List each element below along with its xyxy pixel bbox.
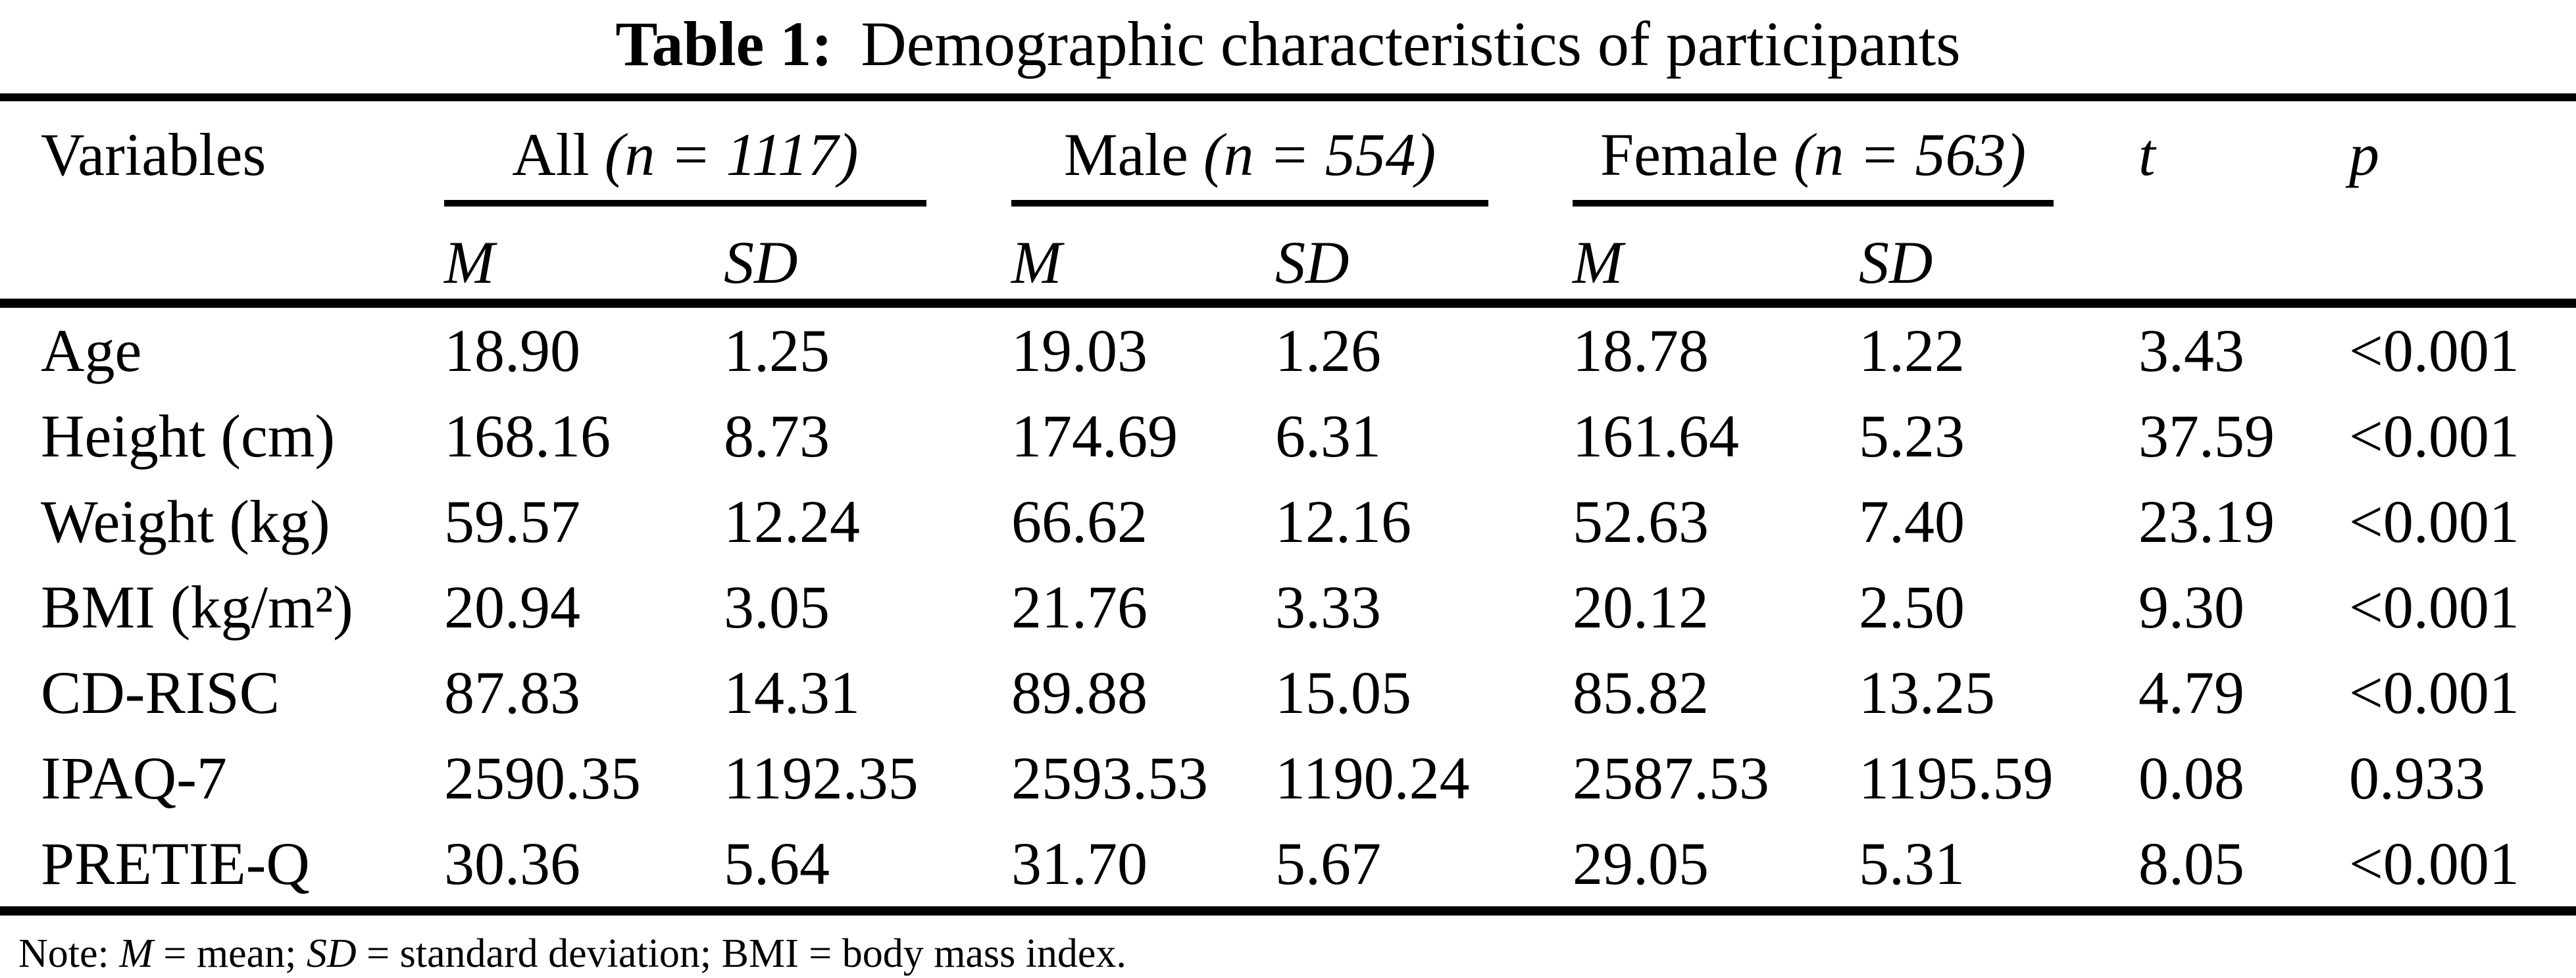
cell-value: 18.78 [1573, 317, 1709, 384]
header-row-groups: Variables All (n = 1117) Male (n = 554) Fe… [0, 97, 2576, 308]
group-underline-male: Male (n = 554) [1011, 121, 1489, 207]
cell-value: <0.001 [2349, 574, 2519, 641]
cell-value: 4.79 [2138, 659, 2245, 726]
cell-value: 1195.59 [1859, 745, 2054, 812]
subheader-all-m: M [444, 207, 724, 308]
cell-value: 5.23 [1859, 403, 1965, 470]
group-underline-female: Female (n = 563) [1573, 122, 2054, 207]
cell-value: <0.001 [2349, 821, 2576, 916]
n-count-male: (n = 554) [1203, 121, 1436, 188]
table-title: Table 1: Demographic characteristics of p… [0, 0, 2576, 80]
col-header-p: p [2349, 97, 2576, 308]
cell-value: 168.16 [444, 403, 611, 470]
note-m-symbol: M [119, 931, 153, 976]
table-row: BMI (kg/m²) 20.94 3.05 21.76 3.33 20.12 … [0, 564, 2576, 650]
cell-value: 5.31 [1859, 821, 2139, 916]
cell-value: 29.05 [1573, 821, 1859, 916]
table-row: IPAQ-7 2590.35 1192.35 2593.53 1190.24 2… [0, 735, 2576, 821]
header-row-stats: M SD M SD M SD [0, 207, 2576, 308]
cell-value: 2593.53 [1011, 745, 1209, 812]
subheader-all-sd: SD [724, 207, 1012, 308]
cell-value: 1190.24 [1275, 745, 1470, 812]
cell-value: 3.33 [1275, 574, 1382, 641]
cell-value: <0.001 [2349, 659, 2519, 726]
cell-value: 9.30 [2138, 574, 2245, 641]
cell-value: 5.64 [724, 821, 1012, 916]
cell-value: 12.16 [1275, 488, 1412, 555]
group-underline-all: All (n = 1117) [444, 122, 926, 207]
cell-variable: Height (cm) [41, 403, 336, 470]
table-note: Note: M = mean; SD = standard deviation;… [18, 931, 1126, 976]
cell-value: 8.05 [2138, 821, 2350, 916]
cell-value: 2.50 [1859, 574, 1965, 641]
col-header-t: t [2138, 97, 2350, 308]
cell-value: 87.83 [444, 659, 580, 726]
cell-value: 20.12 [1573, 574, 1709, 641]
table-title-text: Demographic characteristics of participa… [861, 9, 1961, 79]
cell-value: 30.36 [444, 821, 724, 916]
cell-value: 13.25 [1859, 659, 1996, 726]
cell-value: 31.70 [1011, 821, 1276, 916]
cell-value: 2590.35 [444, 745, 641, 812]
cell-value: 85.82 [1573, 659, 1709, 726]
cell-value: <0.001 [2349, 317, 2519, 384]
cell-value: 5.67 [1275, 821, 1573, 916]
cell-value: 52.63 [1573, 488, 1709, 555]
cell-value: 7.40 [1859, 488, 1965, 555]
subheader-male-sd: SD [1275, 207, 1573, 308]
cell-value: 0.933 [2349, 745, 2486, 812]
cell-value: 1.26 [1275, 317, 1382, 384]
table-row: Height (cm) 168.16 8.73 174.69 6.31 161.… [0, 393, 2576, 479]
demographics-table: Variables All (n = 1117) Male (n = 554) Fe… [0, 93, 2576, 916]
cell-value: 19.03 [1011, 317, 1148, 384]
group-header-all: All (n = 1117) [444, 97, 1011, 207]
table-row: Age 18.90 1.25 19.03 1.26 18.78 1.22 3.4… [0, 303, 2576, 393]
cell-value: 174.69 [1011, 403, 1178, 470]
cell-value: 89.88 [1011, 659, 1148, 726]
cell-value: 14.31 [724, 659, 860, 726]
cell-variable: Weight (kg) [41, 488, 330, 555]
table-row: PRETIE-Q 30.36 5.64 31.70 5.67 29.05 5.3… [0, 821, 2576, 916]
cell-value: 0.08 [2138, 745, 2245, 812]
cell-value: <0.001 [2349, 488, 2519, 555]
subheader-female-m: M [1573, 207, 1859, 308]
cell-value: 1.25 [724, 317, 830, 384]
cell-value: 161.64 [1573, 403, 1740, 470]
cell-value: 2587.53 [1573, 745, 1770, 812]
cell-variable: PRETIE-Q [0, 821, 444, 916]
cell-value: 1192.35 [724, 745, 919, 812]
cell-value: 37.59 [2138, 403, 2275, 470]
group-header-male: Male (n = 554) [1011, 97, 1573, 207]
table-title-label: Table 1: [615, 9, 833, 79]
subheader-female-sd: SD [1859, 207, 2139, 308]
cell-value: 6.31 [1275, 403, 1382, 470]
cell-value: 1.22 [1859, 317, 1965, 384]
n-count-female: (n = 563) [1793, 121, 2027, 188]
cell-variable: BMI (kg/m²) [41, 574, 353, 641]
cell-variable: Age [41, 317, 142, 384]
cell-value: 66.62 [1011, 488, 1148, 555]
cell-value: 3.43 [2138, 317, 2245, 384]
table-row: CD-RISC 87.83 14.31 89.88 15.05 85.82 13… [0, 650, 2576, 735]
cell-value: 20.94 [444, 574, 580, 641]
col-header-variables: Variables [0, 97, 444, 308]
cell-value: 59.57 [444, 488, 580, 555]
subheader-male-m: M [1011, 207, 1276, 308]
table-row: Weight (kg) 59.57 12.24 66.62 12.16 52.6… [0, 479, 2576, 564]
note-prefix: Note: [18, 931, 120, 976]
cell-value: 18.90 [444, 317, 580, 384]
cell-value: 23.19 [2138, 488, 2275, 555]
cell-value: 21.76 [1011, 574, 1148, 641]
cell-value: 3.05 [724, 574, 830, 641]
n-count-all: (n = 1117) [604, 121, 859, 188]
cell-value: 12.24 [724, 488, 860, 555]
cell-variable: IPAQ-7 [41, 745, 227, 812]
cell-variable: CD-RISC [41, 659, 280, 726]
cell-value: 15.05 [1275, 659, 1412, 726]
group-header-female: Female (n = 563) [1573, 97, 2138, 207]
cell-value: <0.001 [2349, 403, 2519, 470]
cell-value: 8.73 [724, 403, 830, 470]
note-sd-symbol: SD [306, 931, 357, 976]
